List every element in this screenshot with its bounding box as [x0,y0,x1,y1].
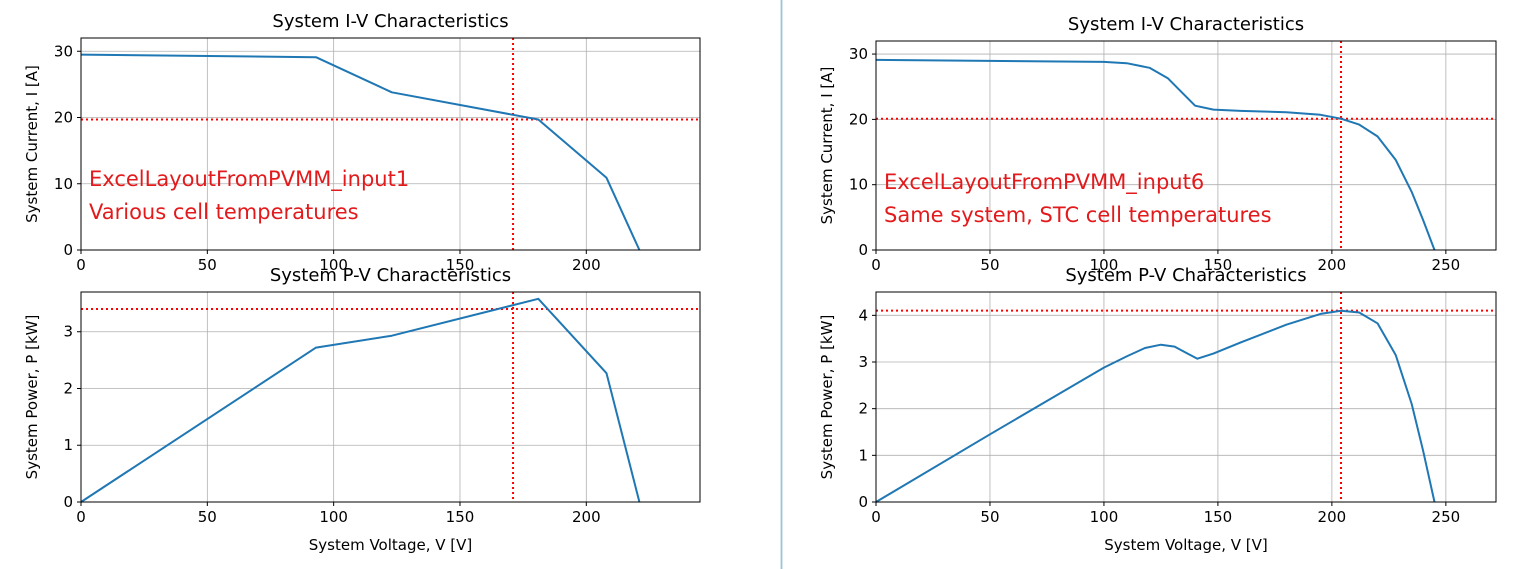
y-tick-label: 1 [858,446,868,464]
plot-frame [80,291,701,503]
x-tick-label: 0 [76,508,86,526]
x-tick-label: 0 [871,508,881,526]
y-tick-label: 20 [54,109,73,127]
x-tick-label: 150 [446,508,475,526]
series-line-1 [875,58,1436,251]
series-line-1 [80,297,641,503]
y-tick-label: 0 [858,241,868,259]
x-tick-label: 200 [1318,508,1347,526]
x-tick-label: 50 [198,256,217,274]
y-axis-label: System Power, P [kW] [23,315,41,480]
x-tick-label: 250 [1432,508,1461,526]
y-axis-label: System Current, I [A] [23,65,41,223]
x-tick-label: 100 [319,256,348,274]
x-tick-label: 150 [1204,256,1233,274]
x-tick-label: 50 [198,508,217,526]
y-tick-label: 4 [858,306,868,324]
y-tick-label: 10 [54,175,73,193]
series-line-1 [875,309,1436,503]
x-tick-label: 250 [1432,256,1461,274]
y-tick-label: 30 [54,42,73,60]
x-tick-label: 50 [980,508,999,526]
annotation-text-2: Various cell temperatures [89,200,359,224]
chart-3: 0 50 100 150 200 250 0 10 20 30 System I-V Charact… [818,14,1497,274]
x-tick-label: 100 [319,508,348,526]
y-tick-label: 3 [858,353,868,371]
annotation-text-1: ExcelLayoutFromPVMM_input1 [89,167,409,192]
annotation-text-2: Same system, STC cell temperatures [884,203,1272,227]
y-tick-label: 30 [849,45,868,63]
x-tick-label: 100 [1090,508,1119,526]
plot-frame [875,40,1497,251]
y-tick-label: 20 [849,110,868,128]
series-line-1 [80,53,641,251]
x-tick-label: 200 [572,508,601,526]
chart-title: System I-V Characteristics [1068,14,1304,35]
y-tick-label: 2 [63,379,73,397]
chart-title: System I-V Characteristics [272,11,508,32]
x-tick-label: 0 [871,256,881,274]
plot-frame [80,37,701,251]
y-axis-label: System Current, I [A] [818,67,836,225]
y-tick-label: 0 [858,493,868,511]
x-tick-label: 100 [1090,256,1119,274]
chart-1: 0 50 100 150 200 0 10 20 30 System I-V Characteri… [23,11,701,274]
annotation-text-1: ExcelLayoutFromPVMM_input6 [884,170,1204,195]
y-tick-label: 2 [858,400,868,418]
x-axis-label: System Voltage, V [V] [309,536,473,554]
chart-title: System P-V Characteristics [270,265,511,286]
x-tick-label: 150 [446,256,475,274]
y-axis-label: System Power, P [kW] [818,315,836,480]
plot-frame [875,291,1497,503]
x-tick-label: 200 [1318,256,1347,274]
chart-2: 0 50 100 150 200 0 1 2 3 System P-V Characteristi… [23,265,701,554]
y-tick-label: 0 [63,493,73,511]
y-tick-label: 3 [63,323,73,341]
panel-divider [780,0,783,569]
x-axis-label: System Voltage, V [V] [1104,536,1268,554]
chart-4: 0 50 100 150 200 250 0 1 2 3 4 System P-V Character… [818,265,1497,554]
x-tick-label: 50 [980,256,999,274]
y-tick-label: 1 [63,436,73,454]
y-tick-label: 10 [849,176,868,194]
x-tick-label: 0 [76,256,86,274]
y-tick-label: 0 [63,241,73,259]
x-tick-label: 150 [1204,508,1233,526]
chart-title: System P-V Characteristics [1065,265,1306,286]
x-tick-label: 200 [572,256,601,274]
